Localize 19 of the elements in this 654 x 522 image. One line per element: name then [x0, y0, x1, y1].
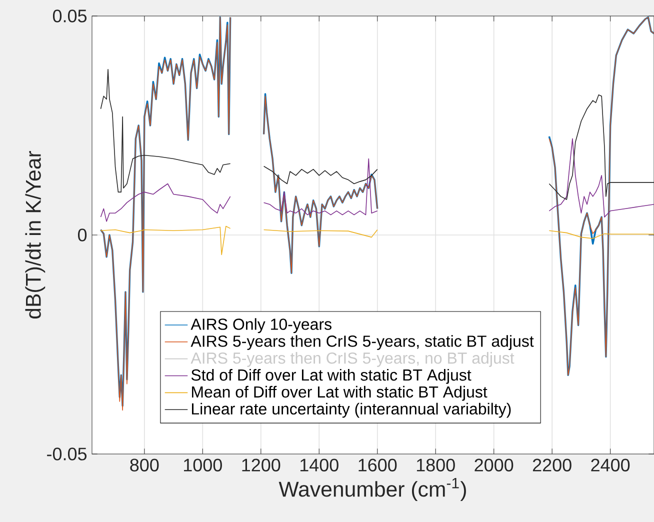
y-tick-label: 0 [78, 228, 87, 242]
x-tick-label: 2400 [591, 458, 630, 472]
x-tick-label: 2000 [474, 458, 514, 472]
y-tick-label: 0.05 [52, 10, 87, 22]
legend-label: AIRS 5-years then CrIS 5-years, static BT adjust [190, 335, 534, 350]
x-tick-label: 1400 [300, 458, 338, 472]
x-tick-label: 1600 [358, 458, 397, 472]
x-axis-title: Wavenumber (cm$^{-1}$) [278, 478, 466, 501]
legend-label: Std of Diff over Lat with static BT Adjust [191, 368, 472, 384]
legend-label: Linear rate uncertainty (interannual variabilty) [192, 402, 511, 418]
x-tick-label: 2200 [532, 458, 572, 472]
x-tick-label: 1200 [242, 458, 280, 472]
y-tick-label: -0.05 [47, 448, 87, 460]
legend-label: Mean of Diff over Lat with static BT Adjust [192, 386, 488, 401]
x-tick-label: 1000 [184, 458, 222, 472]
x-tick-label: 1800 [416, 458, 455, 472]
legend-label: AIRS Only 10-years [190, 318, 332, 334]
y-axis-title: dB(T)/dt in K/Year [25, 150, 46, 318]
x-tick-label: 800 [130, 458, 159, 472]
